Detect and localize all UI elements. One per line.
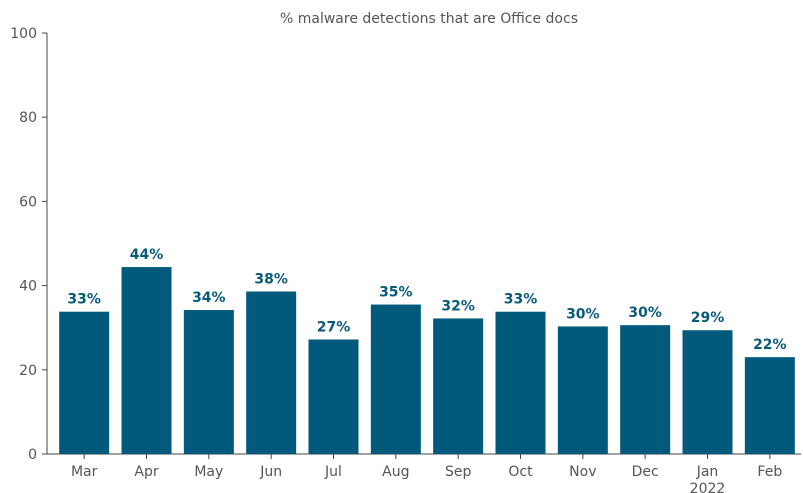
bar [433, 318, 484, 454]
bar-value-label: 30% [628, 305, 662, 321]
y-tick-label: 100 [10, 26, 37, 42]
bar [682, 330, 733, 454]
x-tick-label: Nov [569, 464, 596, 480]
bar [744, 357, 795, 454]
chart-title: % malware detections that are Office doc… [280, 11, 578, 27]
bar-value-label: 22% [753, 337, 787, 353]
y-tick-label: 80 [19, 110, 37, 126]
x-tick-label: Sep [445, 464, 472, 480]
bar [370, 304, 421, 454]
y-tick-label: 60 [19, 194, 37, 210]
x-tick-label: Jun [259, 464, 282, 480]
bar [620, 325, 671, 454]
bar-value-label: 27% [317, 319, 351, 335]
x-tick-label: Mar [71, 464, 98, 480]
bar [495, 311, 546, 454]
x-tick-label: Apr [134, 464, 158, 480]
y-tick-label: 20 [19, 363, 37, 379]
bar [557, 326, 608, 454]
bar [308, 339, 359, 454]
bar-value-label: 44% [130, 247, 164, 263]
bar-value-label: 29% [691, 310, 725, 326]
x-tick-label: Jul [324, 464, 342, 480]
bar-value-label: 34% [192, 290, 226, 306]
y-axis: 0 20 40 60 80 100 [10, 26, 48, 463]
bar-value-label: 38% [254, 271, 288, 287]
x-year-label: 2022 [690, 481, 726, 493]
x-tick-label: May [194, 464, 223, 480]
x-tick-label: Aug [382, 464, 409, 480]
bar [121, 267, 172, 454]
x-tick-label: Feb [757, 464, 782, 480]
bars: 33% 44% 34% 38% 27% 35% 32% 33% 30% 30% 29% 22% [59, 247, 795, 454]
x-tick-label: Oct [508, 464, 533, 480]
bar [246, 291, 297, 454]
x-tick-label: Jan [696, 464, 719, 480]
bar-value-label: 33% [67, 292, 101, 308]
bar-value-label: 35% [379, 285, 413, 301]
bar-value-label: 30% [566, 306, 600, 322]
y-tick-label: 0 [28, 447, 37, 463]
x-tick-label: Dec [632, 464, 659, 480]
y-tick-label: 40 [19, 279, 37, 295]
bar-value-label: 33% [504, 292, 538, 308]
bar-value-label: 32% [441, 298, 475, 314]
bar [183, 310, 234, 454]
bar [59, 311, 110, 454]
